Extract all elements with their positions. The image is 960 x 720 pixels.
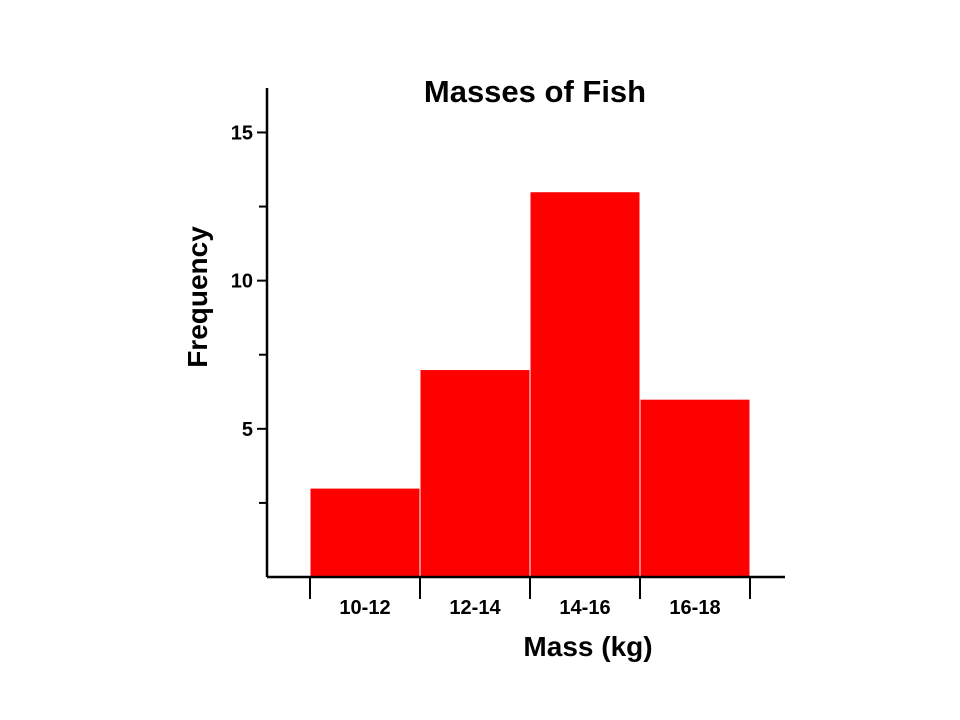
x-tick-label: 16-18 (669, 597, 720, 619)
x-tick-label: 10-12 (339, 597, 390, 619)
bar-12-14 (419, 369, 531, 578)
bar-14-16 (529, 191, 641, 578)
bar-16-18 (639, 398, 751, 578)
y-axis-ticks: 5 10 15 (231, 122, 267, 504)
bar-10-12 (309, 487, 421, 578)
y-tick-label: 5 (242, 419, 253, 441)
bars-group (309, 191, 751, 578)
y-axis-label: Frequency (182, 226, 213, 368)
x-tick-label: 14-16 (559, 597, 610, 619)
x-tick-label: 12-14 (449, 597, 501, 619)
x-axis-ticks: 10-12 12-14 14-16 16-18 (309, 577, 751, 619)
chart-title: Masses of Fish (424, 74, 646, 109)
y-tick-label: 10 (231, 271, 253, 293)
y-tick-label: 15 (231, 122, 253, 144)
x-axis-label: Mass (kg) (523, 631, 652, 662)
